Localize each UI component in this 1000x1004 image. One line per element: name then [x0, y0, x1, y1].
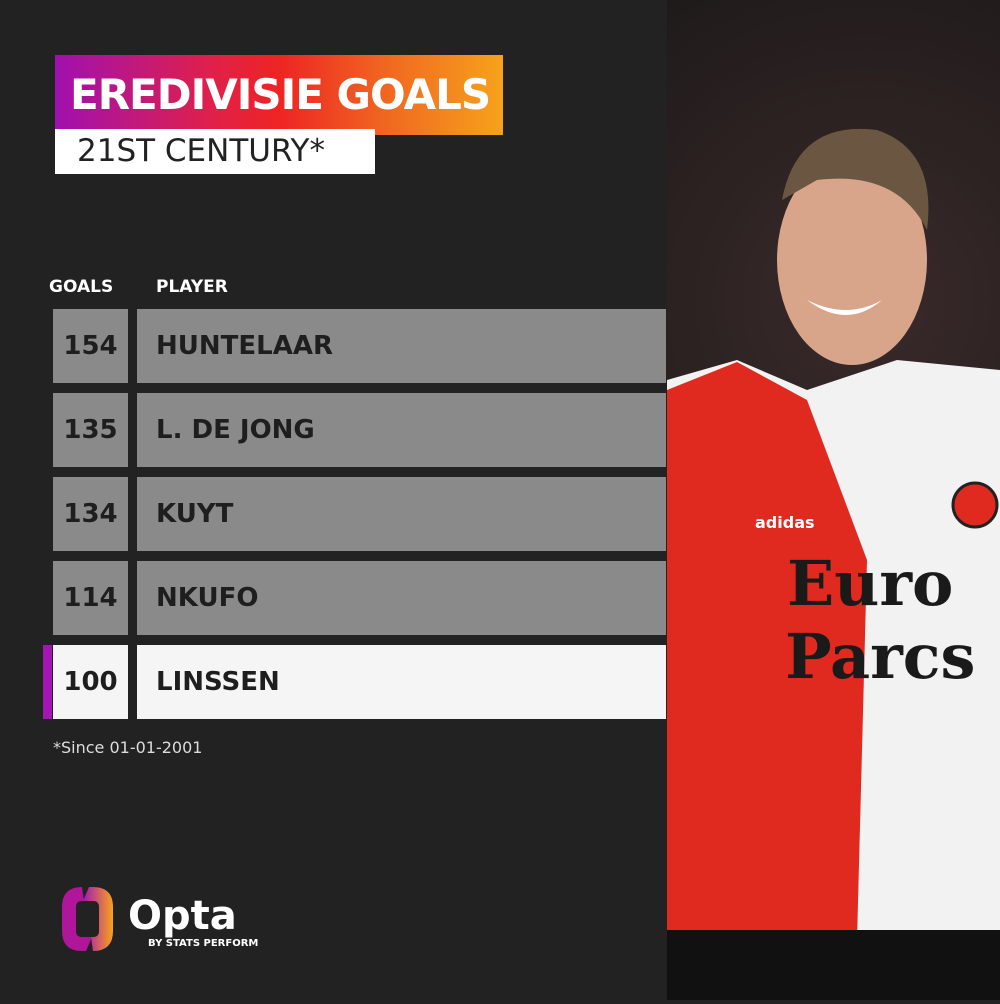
goals-value: 135 — [53, 393, 128, 467]
table-row: 154 HUNTELAAR — [53, 309, 666, 383]
brand-name: Opta — [128, 893, 237, 939]
goals-value: 100 — [53, 645, 128, 719]
opta-logo-icon — [62, 887, 113, 951]
footnote: *Since 01-01-2001 — [53, 738, 203, 757]
subtitle-banner: 21ST CENTURY* — [55, 129, 375, 174]
svg-text:Euro: Euro — [787, 547, 953, 620]
svg-text:Parcs: Parcs — [785, 620, 975, 693]
player-photo: Euro Parcs adidas — [667, 0, 1000, 1000]
player-name: HUNTELAAR — [137, 309, 666, 383]
table-row: 100 LINSSEN — [43, 645, 666, 719]
player-name: LINSSEN — [137, 645, 666, 719]
highlight-marker — [43, 645, 52, 719]
table-row: 114 NKUFO — [53, 561, 666, 635]
goals-value: 134 — [53, 477, 128, 551]
table-row: 135 L. DE JONG — [53, 393, 666, 467]
player-name: L. DE JONG — [137, 393, 666, 467]
player-column-header: PLAYER — [156, 277, 228, 297]
title-banner: EREDIVISIE GOALS — [55, 55, 503, 135]
player-illustration: Euro Parcs adidas — [667, 128, 1000, 1000]
goals-column-header: GOALS — [49, 277, 114, 297]
brand-tagline: BY STATS PERFORM — [148, 938, 259, 949]
goals-value: 154 — [53, 309, 128, 383]
player-name: NKUFO — [137, 561, 666, 635]
svg-text:adidas: adidas — [755, 513, 815, 532]
table-row: 134 KUYT — [53, 477, 666, 551]
player-name: KUYT — [137, 477, 666, 551]
goals-value: 114 — [53, 561, 128, 635]
